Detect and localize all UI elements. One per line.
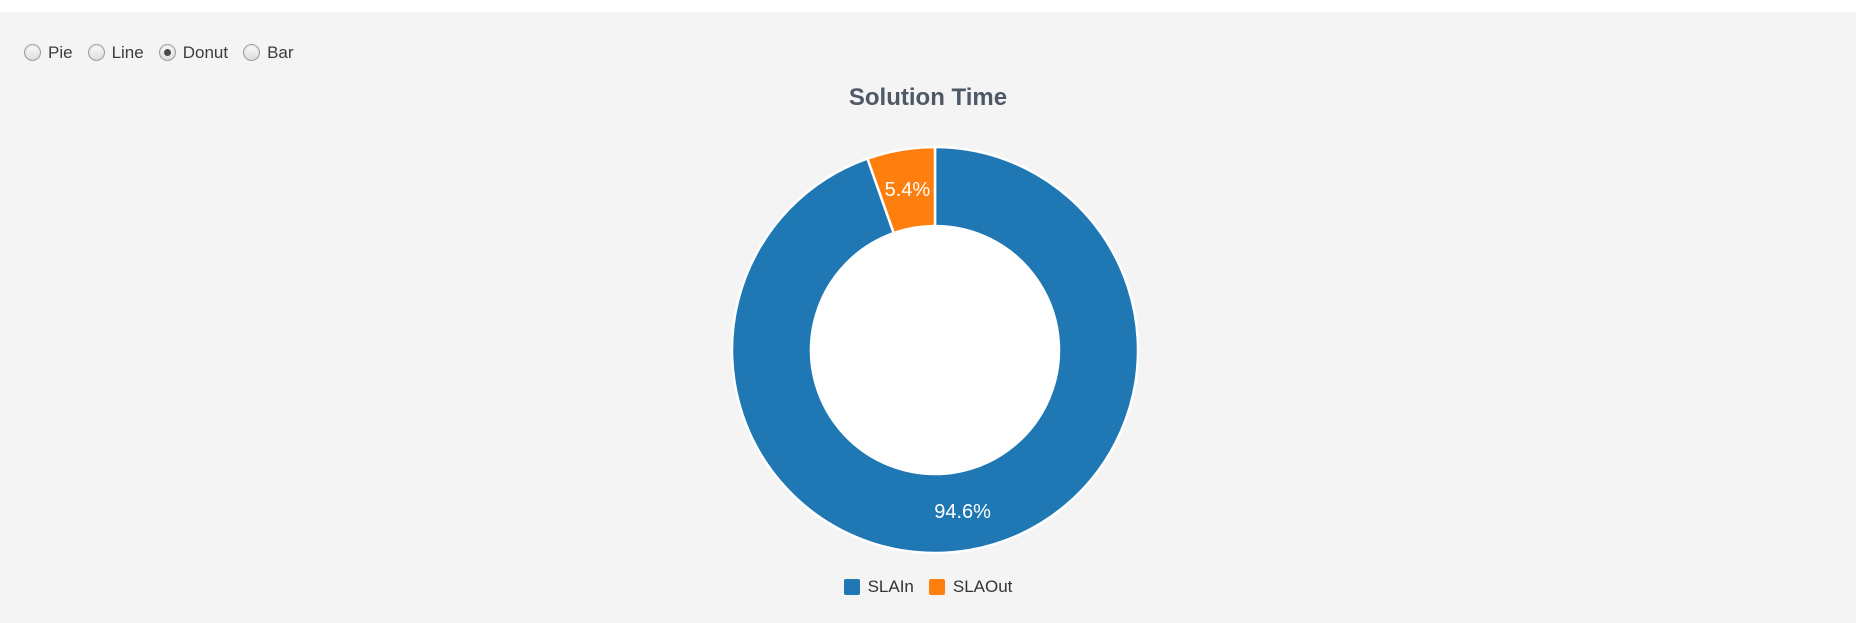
donut-chart: 94.6% 5.4% <box>730 145 1140 555</box>
radio-selected-dot <box>163 49 171 56</box>
chart-type-option-donut[interactable]: Donut <box>158 43 229 62</box>
chart-type-option-bar[interactable]: Bar <box>243 43 294 62</box>
chart-legend: SLAIn SLAOut <box>0 578 1856 595</box>
donut-slice-slain[interactable] <box>730 145 1140 555</box>
chart-type-option-line[interactable]: Line <box>87 43 144 62</box>
donut-hole <box>809 224 1061 476</box>
legend-item-slaout[interactable]: SLAOut <box>928 577 1013 596</box>
radio-label: Line <box>111 43 144 62</box>
donut-slice-slaout[interactable] <box>866 145 937 235</box>
radio-button-icon[interactable] <box>87 44 105 61</box>
radio-button-icon[interactable] <box>243 44 261 61</box>
radio-label: Bar <box>267 43 294 62</box>
chart-type-selector: Pie Line Donut Bar <box>24 44 294 61</box>
chart-type-option-pie[interactable]: Pie <box>24 44 73 61</box>
legend-label: SLAOut <box>952 577 1013 596</box>
radio-label: Pie <box>48 43 73 62</box>
chart-panel: Pie Line Donut Bar Solution Time 94.6% 5.4% … <box>0 12 1856 623</box>
legend-label: SLAIn <box>867 577 914 596</box>
slice-data-label: 5.4% <box>885 179 931 201</box>
radio-label: Donut <box>182 43 229 62</box>
legend-swatch-icon <box>928 578 945 595</box>
radio-button-icon[interactable] <box>24 44 41 61</box>
legend-item-slain[interactable]: SLAIn <box>843 577 914 596</box>
radio-button-icon[interactable] <box>158 44 176 61</box>
slice-data-label: 94.6% <box>934 501 991 523</box>
legend-swatch-icon <box>843 578 860 595</box>
chart-title: Solution Time <box>848 84 1008 111</box>
